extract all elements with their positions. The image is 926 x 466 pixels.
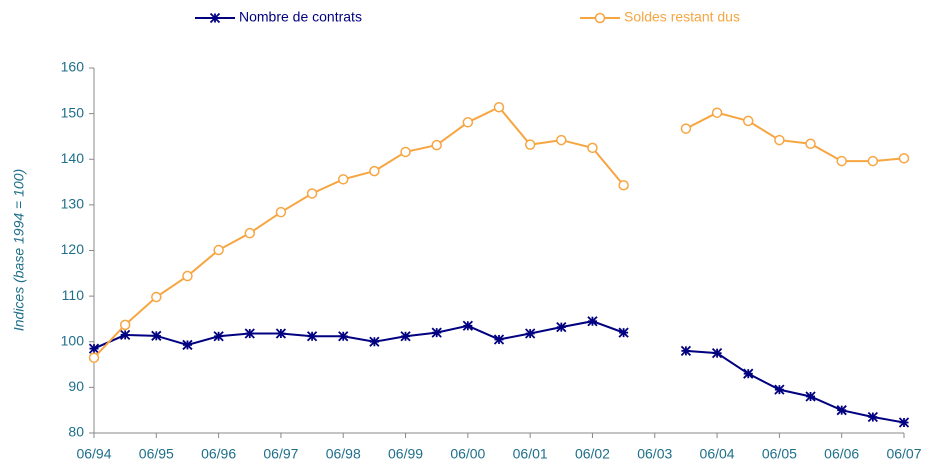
legend-marker: [594, 12, 606, 24]
point-marker: [462, 320, 473, 331]
point-marker: [400, 331, 411, 342]
point-marker: [836, 405, 847, 416]
point-marker: [524, 139, 536, 150]
point-marker: [120, 329, 131, 341]
point-marker: [275, 328, 287, 339]
x-tick-label: 06/95: [139, 446, 174, 462]
y-axis-label: Indices (base 1994 = 100): [11, 169, 27, 331]
x-tick-label: 06/06: [824, 446, 859, 462]
point-marker: [805, 138, 816, 149]
point-marker: [898, 153, 910, 164]
point-marker: [306, 188, 318, 199]
point-marker: [338, 331, 349, 342]
x-tick-label: 06/94: [76, 446, 111, 462]
point-marker: [556, 134, 567, 146]
y-tick-label: 100: [61, 332, 85, 348]
point-marker: [898, 417, 910, 428]
point-marker: [493, 334, 505, 345]
x-tick-label: 06/98: [326, 446, 361, 462]
x-tick-label: 06/01: [513, 446, 548, 462]
legend-label: Nombre de contrats: [239, 9, 362, 25]
x-tick-label: 06/07: [886, 446, 921, 462]
point-marker: [587, 142, 598, 154]
x-tick-label: 06/00: [450, 446, 485, 462]
y-tick-label: 160: [61, 59, 85, 75]
y-tick-label: 80: [68, 424, 84, 440]
point-marker: [151, 330, 162, 341]
point-marker: [680, 123, 692, 134]
point-marker: [462, 117, 474, 128]
point-marker: [275, 206, 287, 218]
x-tick-label: 06/05: [762, 446, 797, 462]
y-tick-label: 120: [61, 241, 85, 257]
point-marker: [774, 384, 785, 395]
point-marker: [400, 146, 411, 158]
series-line: [93, 105, 905, 359]
point-marker: [587, 316, 598, 327]
point-marker: [742, 115, 754, 127]
point-marker: [711, 348, 723, 359]
point-marker: [213, 244, 224, 256]
x-tick-label: 06/04: [700, 446, 735, 462]
legend-label: Soldes restant dus: [624, 9, 740, 25]
point-marker: [431, 139, 442, 151]
y-tick-label: 130: [61, 196, 85, 212]
point-marker: [618, 180, 629, 191]
point-marker: [618, 327, 629, 338]
point-marker: [213, 331, 224, 342]
point-marker: [836, 155, 847, 167]
legend-marker: [209, 12, 221, 24]
point-marker: [244, 328, 255, 339]
point-marker: [88, 343, 100, 354]
point-marker: [369, 336, 380, 347]
point-marker: [525, 328, 536, 339]
point-marker: [119, 319, 131, 331]
y-tick-label: 90: [68, 378, 84, 394]
point-marker: [556, 322, 567, 333]
x-tick-label: 06/03: [637, 446, 672, 462]
point-marker: [244, 227, 256, 239]
point-marker: [182, 339, 193, 351]
point-marker: [151, 291, 162, 303]
series-line: [93, 320, 905, 424]
point-marker: [337, 174, 349, 185]
point-marker: [369, 165, 380, 177]
y-tick-label: 140: [61, 150, 85, 166]
point-marker: [774, 134, 785, 146]
x-tick-label: 06/02: [575, 446, 610, 462]
point-marker: [743, 368, 754, 379]
x-tick-label: 06/97: [263, 446, 298, 462]
point-marker: [680, 345, 692, 357]
y-tick-label: 150: [61, 104, 85, 120]
point-marker: [805, 391, 816, 402]
point-marker: [493, 101, 505, 113]
point-marker: [306, 331, 318, 342]
x-tick-label: 06/96: [201, 446, 236, 462]
point-marker: [867, 411, 878, 423]
point-marker: [867, 155, 879, 167]
point-marker: [182, 270, 193, 282]
point-marker: [88, 352, 100, 363]
x-tick-label: 06/99: [388, 446, 423, 462]
point-marker: [711, 107, 723, 118]
point-marker: [431, 327, 442, 338]
y-tick-label: 110: [62, 287, 85, 303]
